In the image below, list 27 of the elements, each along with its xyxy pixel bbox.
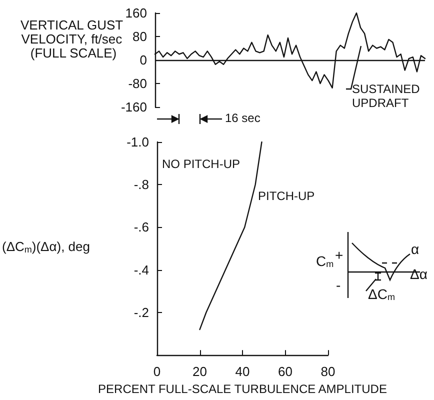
text: 16 sec <box>225 111 260 125</box>
y-tick-label: 160 <box>125 6 147 20</box>
text: ΔCm <box>368 286 395 302</box>
y-tick-label: -.2 <box>134 304 149 320</box>
y-tick-label: -80 <box>128 76 147 91</box>
annotation: SUSTAINED UPDRAFT <box>352 82 424 110</box>
x-tick-label: 0 <box>153 364 161 380</box>
y-tick-label: -160 <box>120 100 147 114</box>
y-tick-label: 0 <box>140 52 147 68</box>
y-axis-title: VERTICAL GUST VELOCITY, ft/sec (FULL SCALE) <box>20 18 126 60</box>
y-tick-label: -.8 <box>134 177 149 192</box>
text: - <box>336 277 341 293</box>
annotation: PITCH-UP <box>258 189 315 203</box>
x-axis-title: PERCENT FULL-SCALE TURBULENCE AMPLITUDE <box>98 382 387 396</box>
annotation: Cm <box>316 253 334 269</box>
annotation: NO PITCH-UP <box>162 157 240 171</box>
y-tick-label: 80 <box>132 29 147 44</box>
y-tick-label: -.4 <box>134 262 149 278</box>
x-tick-label: 20 <box>192 364 207 380</box>
y-tick-label: -1.0 <box>126 134 149 150</box>
x-tick-label: 40 <box>235 364 250 380</box>
x-tick-label: 80 <box>320 364 336 380</box>
text: α <box>411 241 420 257</box>
text: + <box>335 247 344 263</box>
y-tick-label: -.6 <box>134 220 149 235</box>
x-tick-label: 60 <box>278 364 292 380</box>
text: Δα <box>410 266 428 282</box>
